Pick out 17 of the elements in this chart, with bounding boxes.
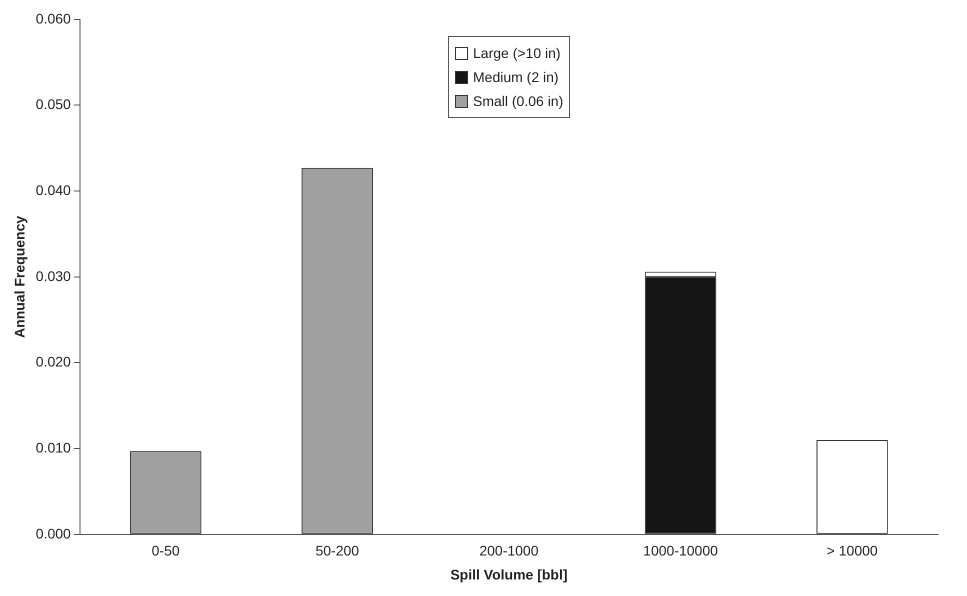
legend-label: Large (>10 in): [473, 44, 561, 63]
y-tick-label: 0.030: [36, 268, 72, 284]
x-tick-label: 1000-10000: [643, 542, 718, 559]
y-axis-title: Annual Frequency: [11, 216, 28, 338]
y-tick-label: 0.050: [36, 96, 72, 112]
y-tick-label: 0.040: [36, 182, 72, 198]
x-tick-label: 50-200: [315, 542, 360, 559]
x-axis-title: Spill Volume [bbl]: [450, 566, 568, 582]
x-tick-label: > 10000: [826, 542, 878, 559]
y-tick-label: 0.060: [36, 10, 72, 26]
y-tick-label: 0.020: [36, 354, 72, 370]
legend-label: Small (0.06 in): [473, 92, 564, 111]
y-tick-label: 0.010: [36, 439, 72, 456]
y-tick-label: 0.000: [36, 525, 72, 542]
legend-label: Medium (2 in): [473, 68, 559, 87]
x-tick-label: 200-1000: [479, 542, 539, 559]
x-tick-label: 0-50: [152, 542, 180, 559]
